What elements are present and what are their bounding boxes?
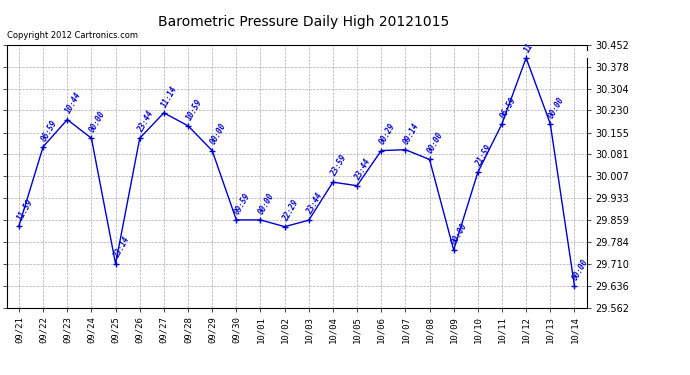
Text: 23:44: 23:44 [136, 110, 155, 134]
Text: 11: 11 [522, 41, 535, 54]
Text: 00:00: 00:00 [426, 131, 445, 155]
Text: 06:59: 06:59 [498, 95, 518, 120]
Text: 21:59: 21:59 [474, 144, 493, 168]
Text: 00:00: 00:00 [546, 95, 566, 120]
Text: 06:59: 06:59 [39, 118, 59, 142]
Text: 10:44: 10:44 [63, 91, 83, 116]
Text: 00:00: 00:00 [88, 110, 107, 134]
Text: Barometric Pressure Daily High 20121015: Barometric Pressure Daily High 20121015 [158, 15, 449, 29]
Text: 00:00: 00:00 [450, 221, 469, 246]
Text: 00:00: 00:00 [571, 257, 590, 282]
Text: 09:59: 09:59 [233, 191, 252, 216]
Text: 00:00: 00:00 [208, 122, 228, 146]
Text: 00:00: 00:00 [257, 191, 276, 216]
Text: Pressure  (Inches/Hg): Pressure (Inches/Hg) [586, 51, 687, 60]
Text: 23:14: 23:14 [112, 235, 131, 260]
Text: 23:44: 23:44 [305, 192, 324, 216]
Text: 11:59: 11:59 [15, 197, 34, 222]
Text: 23:44: 23:44 [353, 157, 373, 182]
Text: 00:29: 00:29 [377, 122, 397, 146]
Text: 11:14: 11:14 [160, 84, 179, 109]
Text: 09:14: 09:14 [402, 121, 421, 146]
Text: 23:59: 23:59 [329, 153, 348, 178]
Text: 10:59: 10:59 [184, 97, 204, 122]
Text: Copyright 2012 Cartronics.com: Copyright 2012 Cartronics.com [7, 31, 138, 40]
Text: 22:29: 22:29 [281, 198, 300, 222]
